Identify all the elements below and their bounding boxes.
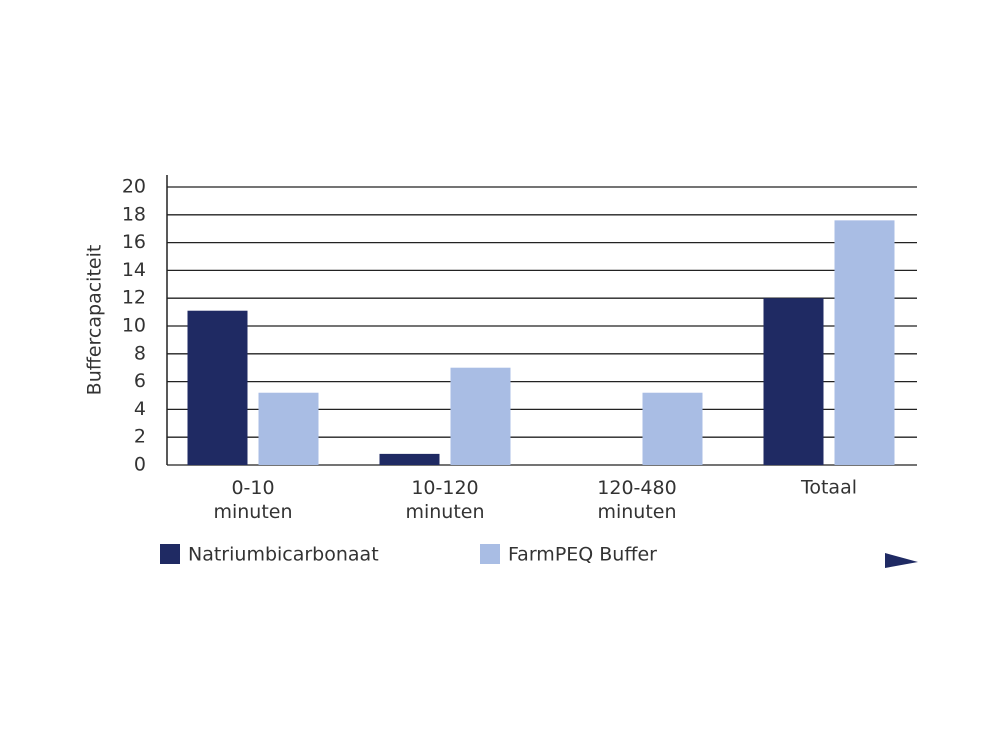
bar: [258, 392, 319, 465]
bar: [642, 392, 703, 465]
bar: [834, 220, 895, 465]
x-tick-label: 120-480 minuten: [597, 477, 676, 523]
bar: [763, 298, 824, 465]
y-tick-label: 2: [134, 426, 146, 448]
y-axis-label: Buffercapaciteit: [84, 245, 106, 396]
y-tick-label: 20: [122, 176, 146, 198]
x-tick-label: 0-10 minuten: [213, 477, 292, 523]
y-tick-label: 16: [122, 231, 146, 253]
y-tick-label: 0: [134, 454, 146, 476]
x-tick-label: 10-120 minuten: [405, 477, 484, 523]
bar: [379, 453, 440, 465]
legend-label: FarmPEQ Buffer: [508, 544, 657, 566]
y-tick-label: 14: [122, 259, 146, 281]
next-arrow[interactable]: [885, 553, 918, 568]
y-tick-label: 12: [122, 287, 146, 309]
x-tick-label: Totaal: [800, 477, 857, 499]
legend-swatch: [480, 544, 500, 564]
legend-label: Natriumbicarbonaat: [188, 544, 379, 566]
legend-swatch: [160, 544, 180, 564]
y-tick-label: 8: [134, 342, 146, 364]
bar: [187, 310, 248, 465]
y-tick-label: 10: [122, 315, 146, 337]
y-tick-label: 18: [122, 203, 146, 225]
bar: [450, 367, 511, 465]
y-tick-label: 4: [134, 398, 146, 420]
y-tick-label: 6: [134, 370, 146, 392]
